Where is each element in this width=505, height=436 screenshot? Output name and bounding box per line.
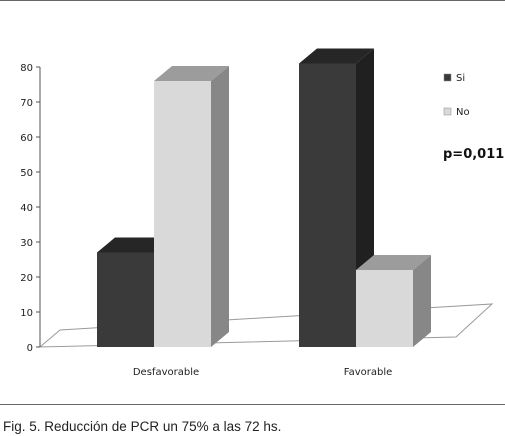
legend-swatch — [443, 73, 452, 82]
bar-side — [211, 66, 229, 347]
legend-swatch — [443, 107, 452, 116]
bar-top — [154, 66, 229, 81]
y-tick-label: 60 — [20, 133, 33, 144]
bar-top — [356, 255, 431, 270]
x-tick-label: Desfavorable — [133, 367, 199, 378]
bar — [356, 270, 413, 347]
y-tick-label: 50 — [20, 168, 33, 179]
bar-top — [97, 237, 172, 253]
y-tick-label: 70 — [20, 98, 33, 109]
bar — [97, 252, 154, 347]
y-tick-label: 20 — [20, 273, 33, 284]
y-tick-label: 0 — [27, 343, 33, 354]
p-value-annotation: p=0,011 — [443, 147, 504, 162]
figure-caption: Fig. 5. Reducción de PCR un 75% a las 72… — [3, 419, 282, 434]
bar-top — [299, 48, 374, 64]
bar-chart: 0 10 20 30 40 50 60 70 80 Desfavorable Favorable Si… — [20, 48, 504, 378]
y-tick-label: 30 — [20, 238, 33, 249]
top-rule — [0, 0, 505, 1]
legend-label: No — [456, 107, 470, 118]
y-tick-label: 40 — [20, 203, 33, 214]
y-tick-label: 10 — [20, 308, 33, 319]
bottom-rule — [0, 404, 505, 405]
x-tick-label: Favorable — [344, 367, 393, 378]
legend-label: Si — [456, 73, 465, 84]
bar — [299, 63, 356, 347]
bar-side — [413, 255, 431, 347]
y-tick-label: 80 — [20, 63, 33, 74]
bar — [154, 81, 211, 347]
